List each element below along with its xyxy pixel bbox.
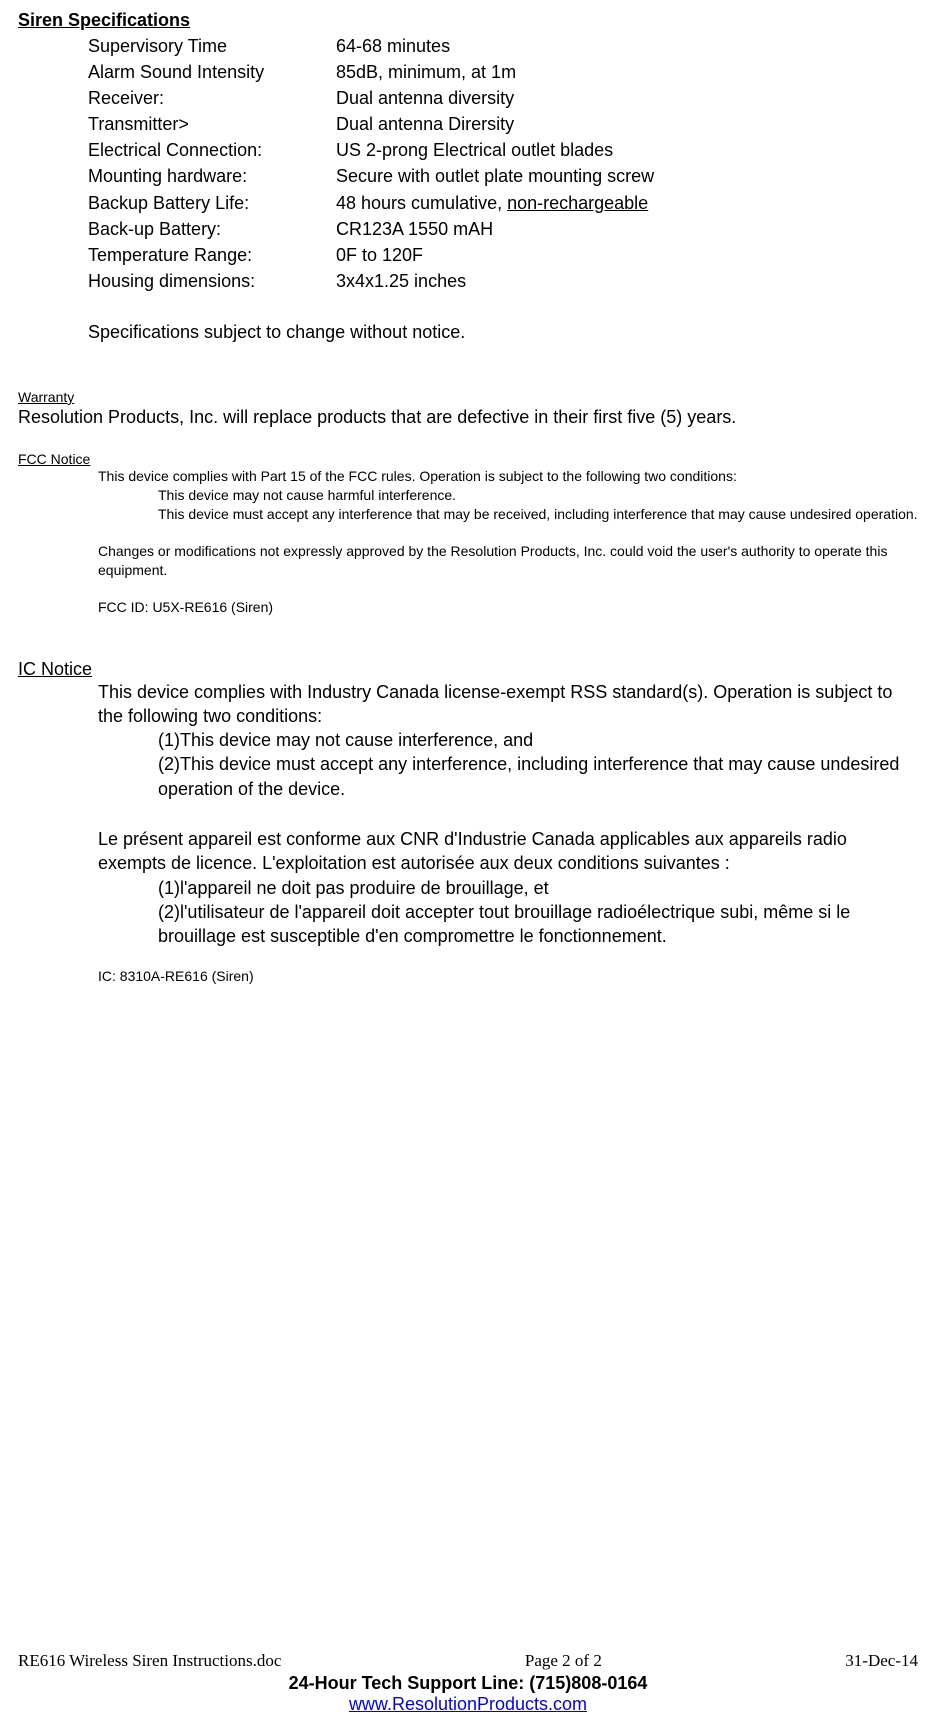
ic-condition-2: (2)This device must accept any interfere… <box>158 752 918 801</box>
spec-value: 48 hours cumulative, non-rechargeable <box>336 190 918 216</box>
spec-row: Receiver: Dual antenna diversity <box>88 85 918 111</box>
spec-value-pre: 48 hours cumulative, <box>336 193 507 213</box>
siren-specifications-section: Siren Specifications Supervisory Time 64… <box>18 10 918 343</box>
spec-value-underline: non-rechargeable <box>507 193 648 213</box>
siren-specs-heading: Siren Specifications <box>18 10 918 31</box>
spec-value: US 2-prong Electrical outlet blades <box>336 137 918 163</box>
spec-row: Back-up Battery: CR123A 1550 mAH <box>88 216 918 242</box>
spec-label: Receiver: <box>88 85 336 111</box>
footer-page-total: 2 <box>593 1651 602 1670</box>
ic-body: This device complies with Industry Canad… <box>98 680 918 986</box>
fcc-notice-section: FCC Notice This device complies with Par… <box>18 451 918 616</box>
footer-page-info: Page 2 of 2 <box>525 1651 602 1671</box>
spec-value: Dual antenna Dirersity <box>336 111 918 137</box>
footer-meta-row: RE616 Wireless Siren Instructions.doc Pa… <box>18 1651 918 1671</box>
ic-id: IC: 8310A-RE616 (Siren) <box>98 967 918 986</box>
fcc-id: FCC ID: U5X-RE616 (Siren) <box>98 598 918 617</box>
ic-intro: This device complies with Industry Canad… <box>98 680 918 729</box>
footer-page-current: 2 <box>562 1651 571 1670</box>
spec-row: Backup Battery Life: 48 hours cumulative… <box>88 190 918 216</box>
spec-row: Mounting hardware: Secure with outlet pl… <box>88 163 918 189</box>
spec-value: 0F to 120F <box>336 242 918 268</box>
ic-intro-fr: Le présent appareil est conforme aux CNR… <box>98 827 918 876</box>
fcc-intro: This device complies with Part 15 of the… <box>98 467 918 486</box>
spec-value: CR123A 1550 mAH <box>336 216 918 242</box>
spec-label: Backup Battery Life: <box>88 190 336 216</box>
fcc-body: This device complies with Part 15 of the… <box>98 467 918 616</box>
spec-row: Temperature Range: 0F to 120F <box>88 242 918 268</box>
footer-doc-name: RE616 Wireless Siren Instructions.doc <box>18 1651 281 1671</box>
spec-row: Housing dimensions: 3x4x1.25 inches <box>88 268 918 294</box>
ic-condition-2-text: (2)This device must accept any interfere… <box>158 754 899 798</box>
spec-label: Temperature Range: <box>88 242 336 268</box>
spec-row: Electrical Connection: US 2-prong Electr… <box>88 137 918 163</box>
ic-condition-2-fr: (2)l'utilisateur de l'appareil doit acce… <box>158 900 918 949</box>
spec-table: Supervisory Time 64-68 minutes Alarm Sou… <box>88 33 918 294</box>
spec-value: 85dB, minimum, at 1m <box>336 59 918 85</box>
footer-page-mid: of <box>571 1651 594 1670</box>
spec-row: Transmitter> Dual antenna Dirersity <box>88 111 918 137</box>
fcc-condition-2: This device must accept any interference… <box>158 505 918 524</box>
footer-support-line: 24-Hour Tech Support Line: (715)808-0164 <box>18 1673 918 1694</box>
footer-page-pre: Page <box>525 1651 562 1670</box>
spec-label: Mounting hardware: <box>88 163 336 189</box>
spec-value: 64-68 minutes <box>336 33 918 59</box>
ic-condition-1: (1)This device may not cause interferenc… <box>158 728 918 752</box>
spec-label: Housing dimensions: <box>88 268 336 294</box>
spec-note: Specifications subject to change without… <box>88 322 918 343</box>
page-footer: RE616 Wireless Siren Instructions.doc Pa… <box>18 1651 918 1715</box>
spec-value: Secure with outlet plate mounting screw <box>336 163 918 189</box>
spec-row: Supervisory Time 64-68 minutes <box>88 33 918 59</box>
spec-label: Back-up Battery: <box>88 216 336 242</box>
spec-value: Dual antenna diversity <box>336 85 918 111</box>
footer-website-link[interactable]: www.ResolutionProducts.com <box>349 1694 587 1714</box>
spec-value: 3x4x1.25 inches <box>336 268 918 294</box>
ic-condition-1-fr: (1)l'appareil ne doit pas produire de br… <box>158 876 918 900</box>
fcc-heading: FCC Notice <box>18 451 918 467</box>
spec-label: Alarm Sound Intensity <box>88 59 336 85</box>
warranty-text: Resolution Products, Inc. will replace p… <box>18 405 918 429</box>
ic-heading: IC Notice <box>18 659 918 680</box>
warranty-section: Warranty Resolution Products, Inc. will … <box>18 389 918 429</box>
footer-date: 31-Dec-14 <box>845 1651 918 1671</box>
spec-row: Alarm Sound Intensity 85dB, minimum, at … <box>88 59 918 85</box>
fcc-changes: Changes or modifications not expressly a… <box>98 542 918 580</box>
spec-label: Transmitter> <box>88 111 336 137</box>
spec-label: Supervisory Time <box>88 33 336 59</box>
spec-label: Electrical Connection: <box>88 137 336 163</box>
warranty-heading: Warranty <box>18 389 918 405</box>
fcc-condition-1: This device may not cause harmful interf… <box>158 486 918 505</box>
ic-notice-section: IC Notice This device complies with Indu… <box>18 659 918 986</box>
